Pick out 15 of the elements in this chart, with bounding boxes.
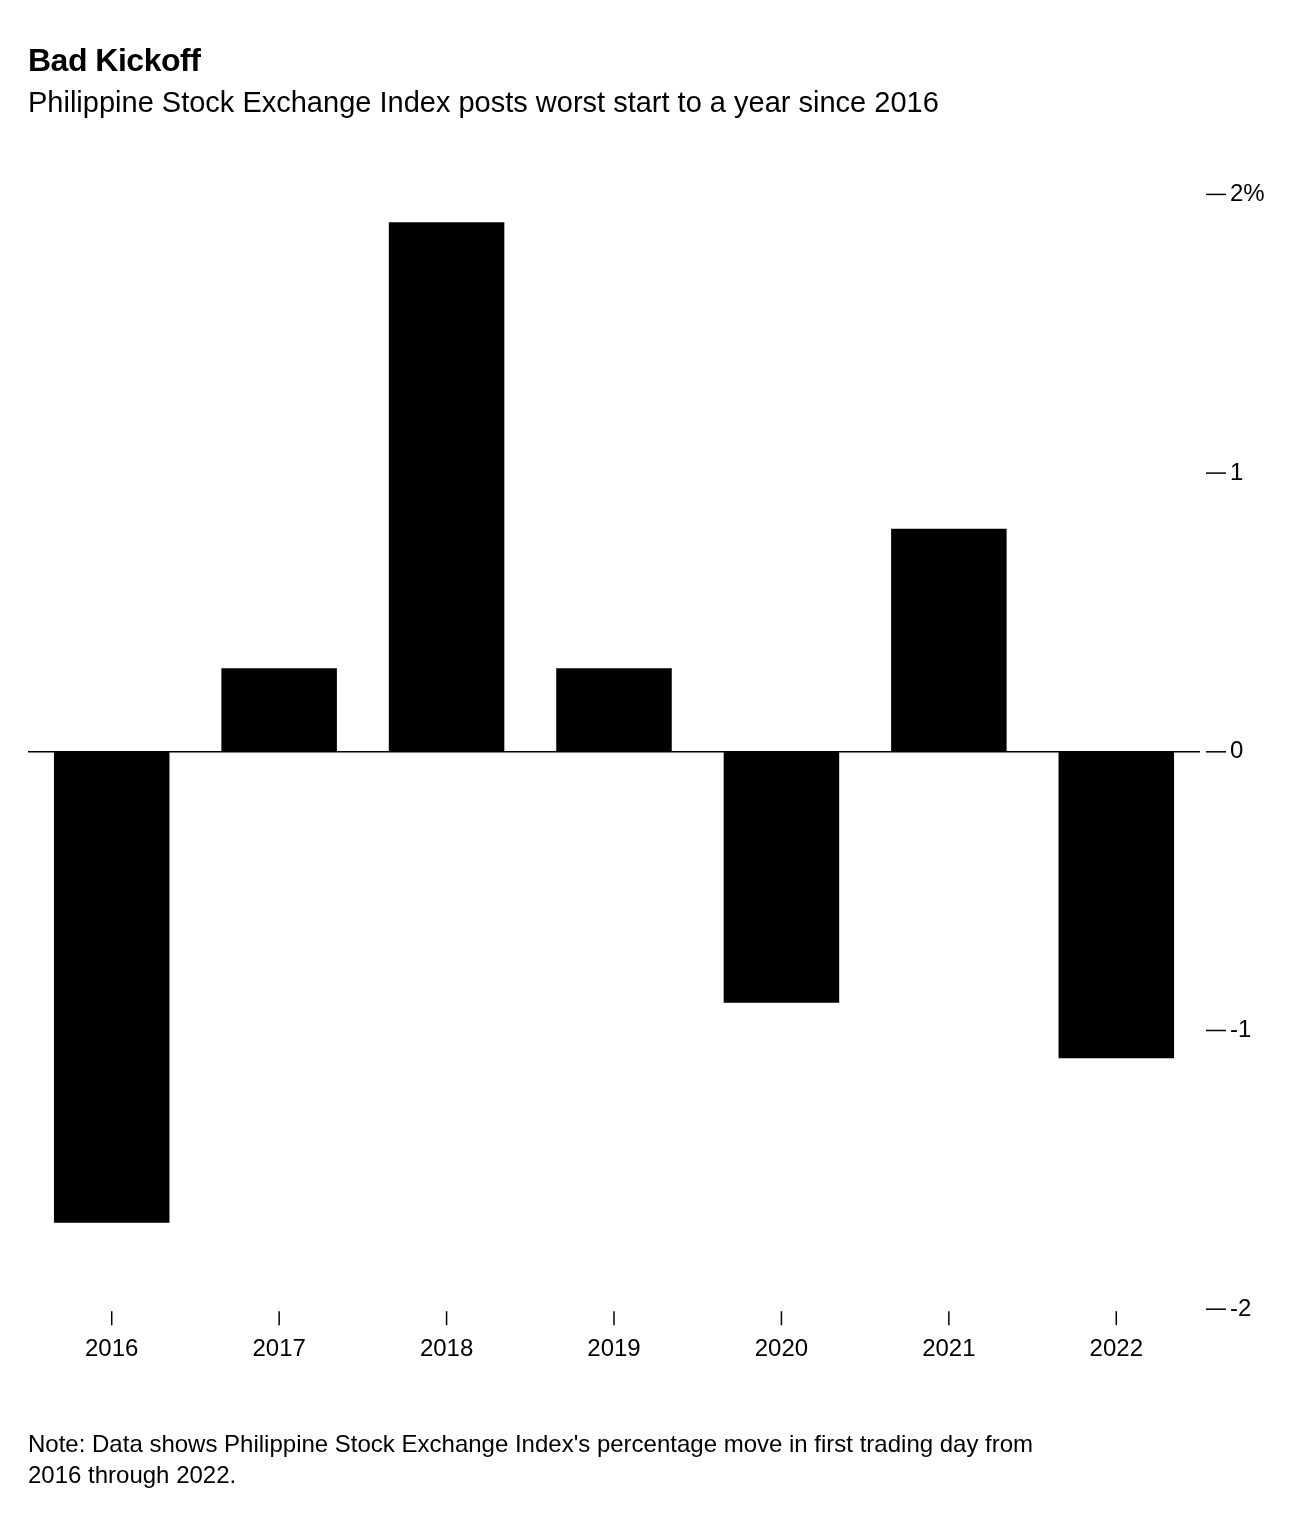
chart-subtitle: Philippine Stock Exchange Index posts worst start to a year since 2016 xyxy=(28,86,939,119)
x-tick-label: 2016 xyxy=(85,1334,139,1362)
x-tick-label: 2021 xyxy=(922,1334,976,1362)
y-tick-label: -2 xyxy=(1230,1293,1252,1321)
x-tick-label: 2019 xyxy=(587,1334,641,1362)
x-tick-label: 2018 xyxy=(419,1334,474,1362)
chart-title: Bad Kickoff xyxy=(28,42,201,79)
x-tick-label: 2017 xyxy=(252,1334,306,1362)
y-tick-label: 1 xyxy=(1230,457,1244,485)
y-tick-label: 0 xyxy=(1230,736,1244,764)
text: Note: Data shows Philippine Stock Exchange Index's percentage move in first trading day from 2016 through 2022. xyxy=(28,1429,1035,1490)
x-tick-label: 2020 xyxy=(754,1334,809,1362)
y-tick-label: 2% xyxy=(1230,179,1265,207)
x-tick-label: 2022 xyxy=(1089,1334,1143,1362)
y-tick-label: -1 xyxy=(1230,1015,1252,1043)
